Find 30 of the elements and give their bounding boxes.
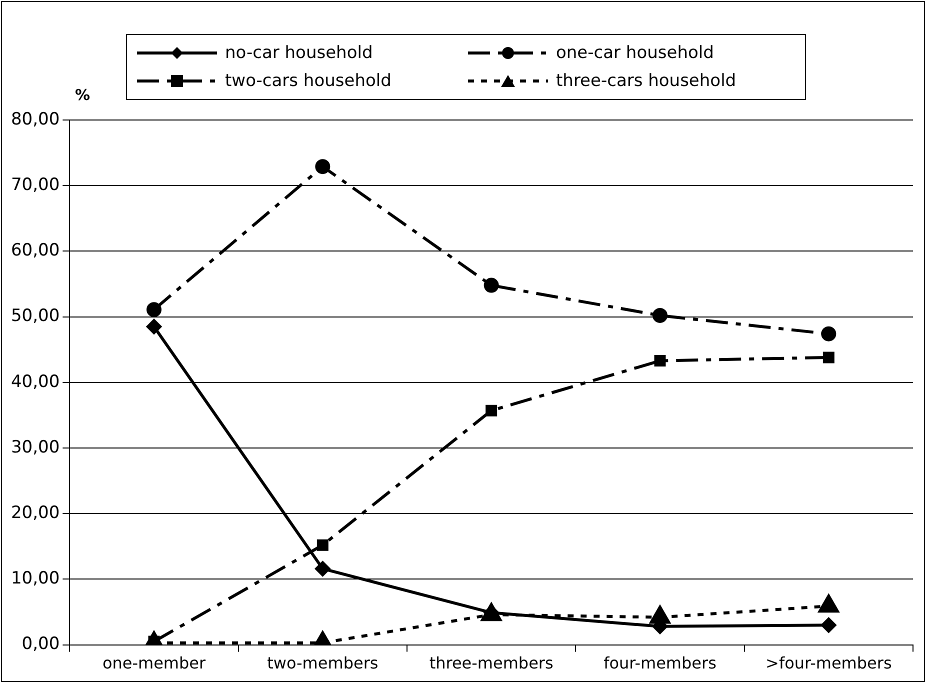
point <box>315 159 330 174</box>
y-tick-label: 10,00 <box>10 568 60 589</box>
legend-label: one-car household <box>556 43 714 63</box>
point <box>821 326 836 342</box>
x-tick-label: >four-members <box>766 654 892 673</box>
x-tick-label: three-members <box>429 654 554 673</box>
y-tick-label: 60,00 <box>10 240 60 261</box>
point <box>486 404 498 416</box>
x-tick-label: one-member <box>102 654 206 673</box>
point <box>818 594 839 613</box>
y-axis-title: % <box>75 86 90 104</box>
y-tick-label: 80,00 <box>10 109 60 130</box>
legend-label: no-car household <box>225 43 373 63</box>
legend-label: three-cars household <box>556 71 736 91</box>
point <box>146 319 162 334</box>
y-tick-label: 50,00 <box>10 306 60 326</box>
x-tick-label: two-members <box>267 654 378 673</box>
y-tick-label: 40,00 <box>10 372 60 392</box>
y-tick-label: 70,00 <box>10 175 60 196</box>
point <box>484 278 499 293</box>
y-tick-label: 20,00 <box>10 503 60 524</box>
point <box>654 355 666 366</box>
point <box>822 352 834 364</box>
y-tick-label: 30,00 <box>10 437 60 458</box>
point <box>146 302 162 318</box>
y-tick-label: 0,00 <box>22 634 60 654</box>
point <box>650 606 670 624</box>
x-tick-label: four-members <box>604 654 716 673</box>
legend-label: two-cars household <box>225 71 392 91</box>
point <box>652 308 668 323</box>
